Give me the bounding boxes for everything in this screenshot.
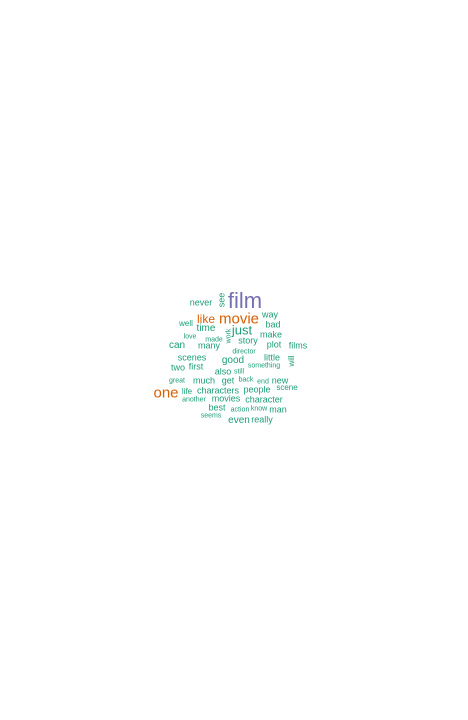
word-great: great bbox=[169, 377, 185, 385]
word-people: people bbox=[243, 384, 271, 395]
word-still: still bbox=[233, 368, 245, 376]
word-good: good bbox=[221, 355, 245, 366]
word-end: end bbox=[257, 378, 269, 386]
word-many: many bbox=[197, 340, 221, 351]
word-director: director bbox=[232, 348, 256, 356]
word-also: also bbox=[214, 366, 232, 377]
word-first: first bbox=[188, 361, 204, 372]
word-movie: movie bbox=[218, 310, 260, 328]
word-work: work bbox=[225, 328, 233, 344]
word-seems: seems bbox=[200, 412, 222, 420]
word-two: two bbox=[170, 362, 186, 373]
word-one: one bbox=[153, 384, 179, 402]
word-films: films bbox=[288, 340, 308, 351]
word-new: new bbox=[271, 375, 289, 386]
word-movies: movies bbox=[211, 393, 241, 404]
word-will: will bbox=[287, 355, 296, 367]
word-man: man bbox=[269, 404, 287, 415]
word-just: just bbox=[231, 322, 253, 338]
word-scenes: scenes bbox=[177, 352, 207, 363]
word-story: story bbox=[238, 335, 258, 346]
word-well: well bbox=[179, 319, 193, 328]
word-best: best bbox=[208, 402, 226, 413]
word-bad: bad bbox=[265, 319, 281, 330]
word-another: another bbox=[182, 396, 206, 404]
word-like: like bbox=[196, 312, 216, 326]
word-characters: characters bbox=[196, 385, 240, 396]
word-love: love bbox=[183, 333, 197, 341]
word-character: character bbox=[245, 394, 283, 405]
word-action: action bbox=[230, 406, 250, 414]
word-see: see bbox=[216, 292, 227, 308]
word-back: back bbox=[238, 376, 254, 384]
word-even: even bbox=[228, 415, 250, 426]
word-made: made bbox=[205, 336, 223, 344]
word-never: never bbox=[189, 297, 213, 308]
word-way: way bbox=[261, 309, 279, 320]
word-make: make bbox=[259, 329, 283, 340]
word-really: really bbox=[251, 414, 273, 425]
word-plot: plot bbox=[266, 339, 282, 350]
word-know: know bbox=[250, 405, 268, 413]
word-something: something bbox=[247, 362, 281, 370]
word-scene: scene bbox=[276, 383, 298, 392]
word-much: much bbox=[192, 375, 216, 386]
word-little: little bbox=[263, 352, 281, 363]
word-get: get bbox=[221, 375, 235, 386]
word-time: time bbox=[196, 323, 216, 334]
word-film: film bbox=[227, 288, 263, 313]
word-life: life bbox=[181, 387, 193, 396]
word-can: can bbox=[168, 340, 186, 351]
